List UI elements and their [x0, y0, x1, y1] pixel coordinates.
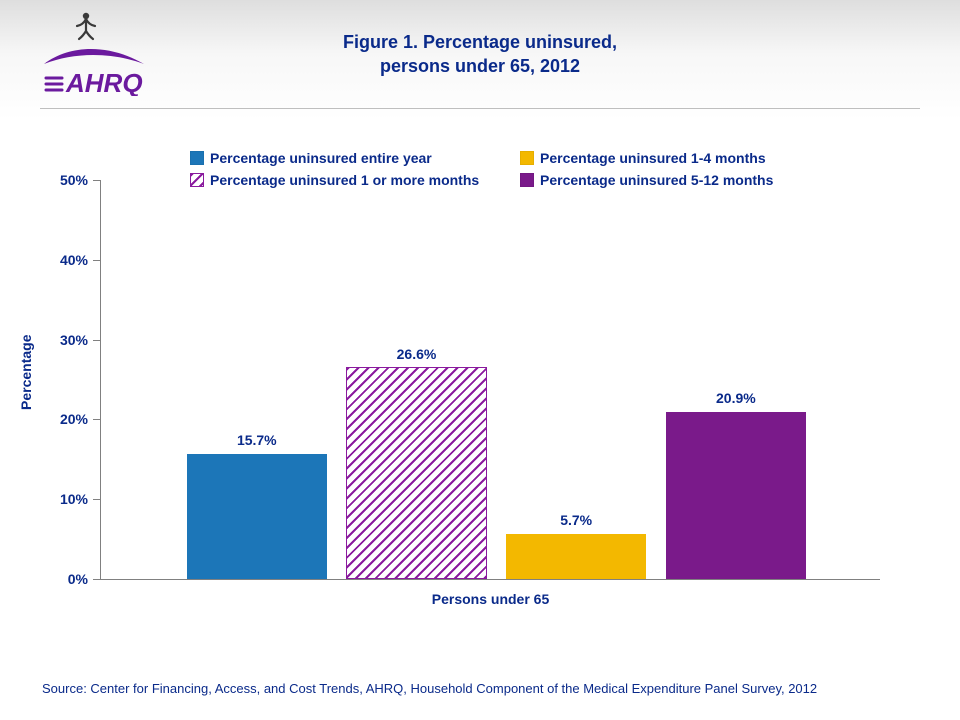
bar-one-or-more: 26.6% — [346, 367, 486, 579]
y-tick — [93, 579, 101, 580]
source-note: Source: Center for Financing, Access, an… — [42, 681, 920, 696]
legend-swatch — [520, 151, 534, 165]
y-tick-label: 20% — [60, 411, 88, 427]
legend-item-one-to-four: Percentage uninsured 1-4 months — [520, 150, 850, 166]
legend-label: Percentage uninsured entire year — [210, 150, 432, 166]
plot-area: Persons under 65 0%10%20%30%40%50%15.7%2… — [100, 180, 880, 580]
figure-title: Figure 1. Percentage uninsured, persons … — [0, 30, 960, 79]
bar-value-label: 5.7% — [506, 512, 646, 528]
y-tick-label: 40% — [60, 252, 88, 268]
y-tick — [93, 499, 101, 500]
y-tick-label: 0% — [68, 571, 88, 587]
bar-value-label: 15.7% — [187, 432, 327, 448]
y-tick — [93, 419, 101, 420]
bar-five-to-twelve: 20.9% — [666, 412, 806, 579]
y-tick — [93, 180, 101, 181]
y-tick-label: 10% — [60, 491, 88, 507]
x-axis-label: Persons under 65 — [101, 591, 880, 607]
y-tick — [93, 260, 101, 261]
bar-entire-year: 15.7% — [187, 454, 327, 579]
y-tick-label: 50% — [60, 172, 88, 188]
bar-value-label: 20.9% — [666, 390, 806, 406]
figure-title-line2: persons under 65, 2012 — [0, 54, 960, 78]
figure-title-line1: Figure 1. Percentage uninsured, — [0, 30, 960, 54]
header-divider — [40, 108, 920, 109]
header: AHRQ Figure 1. Percentage uninsured, per… — [0, 0, 960, 120]
legend-swatch — [190, 151, 204, 165]
y-axis-title: Percentage — [18, 335, 34, 410]
legend-item-entire-year: Percentage uninsured entire year — [190, 150, 520, 166]
chart: Percentage uninsured entire year Percenta… — [0, 150, 960, 640]
bar-value-label: 26.6% — [347, 346, 485, 362]
legend-label: Percentage uninsured 1-4 months — [540, 150, 766, 166]
y-tick — [93, 340, 101, 341]
bar-one-to-four: 5.7% — [506, 534, 646, 579]
y-tick-label: 30% — [60, 332, 88, 348]
